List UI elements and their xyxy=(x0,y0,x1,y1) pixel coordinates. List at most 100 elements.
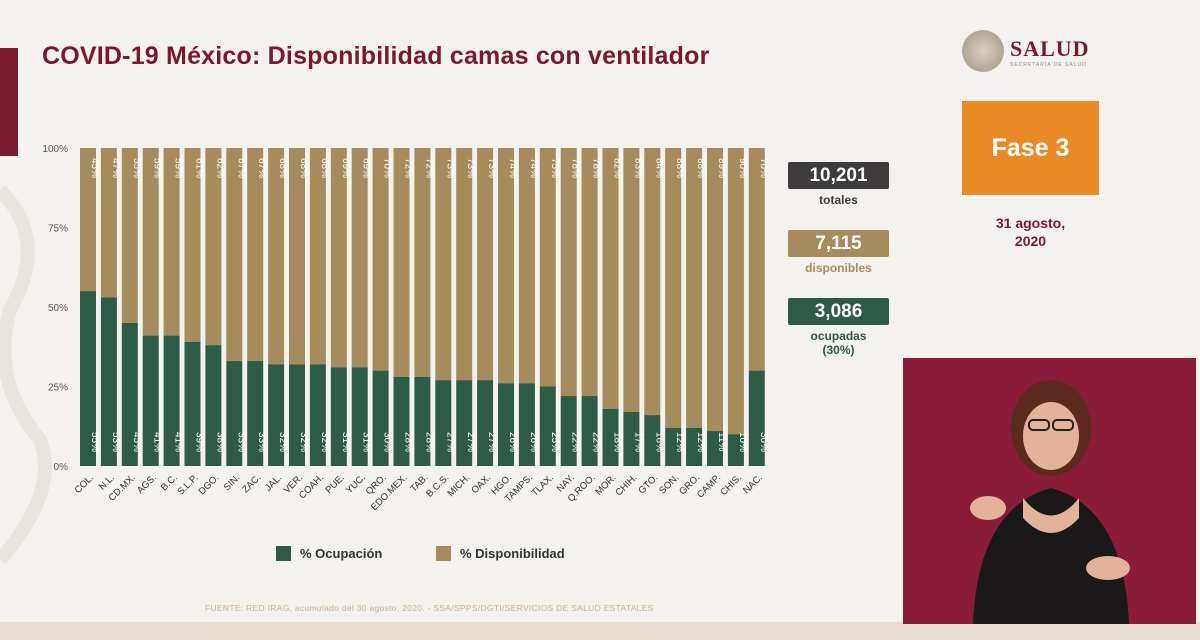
bar-ocupacion xyxy=(247,361,264,466)
background-ornament xyxy=(0,185,52,565)
report-date-line1: 31 agosto, xyxy=(995,215,1066,231)
data-label-ocupacion: 55% xyxy=(89,432,100,452)
bar-ocupacion xyxy=(393,376,410,466)
bar-disponibilidad xyxy=(184,148,201,342)
bar-disponibilidad xyxy=(644,148,661,416)
y-tick-label: 50% xyxy=(48,303,68,314)
data-label-ocupacion: 31% xyxy=(361,432,372,452)
data-label-disponibilidad: 47% xyxy=(110,158,121,178)
data-label-ocupacion: 18% xyxy=(612,432,623,452)
x-tick-label: CAMP. xyxy=(695,472,723,500)
data-label-disponibilidad: 89% xyxy=(716,158,727,178)
x-tick-label: ZAC. xyxy=(240,472,263,495)
stat-occupied-value: 3,086 xyxy=(788,298,889,325)
x-tick-label: JAL. xyxy=(263,472,284,493)
bar-disponibilidad xyxy=(727,148,744,435)
data-label-disponibilidad: 73% xyxy=(486,158,497,178)
bar-disponibilidad xyxy=(289,148,305,365)
y-tick-label: 0% xyxy=(54,462,69,473)
data-label-ocupacion: 27% xyxy=(465,432,476,452)
stacked-bar-chart: 0%25%50%75%100%45%55%COL.47%53%N.L.55%45… xyxy=(42,144,769,561)
bar-disponibilidad xyxy=(309,148,326,365)
bar-ocupacion xyxy=(539,386,556,466)
data-label-ocupacion: 30% xyxy=(382,432,393,452)
bar-disponibilidad xyxy=(518,148,535,384)
data-label-ocupacion: 25% xyxy=(549,432,560,452)
data-label-disponibilidad: 67% xyxy=(235,158,246,178)
x-tick-label: MOR. xyxy=(593,472,618,497)
bar-disponibilidad xyxy=(414,148,431,377)
bar-disponibilidad xyxy=(665,148,682,428)
x-tick-label: YUC. xyxy=(344,472,368,496)
stat-occupied: 3,086 ocupadas (30%) xyxy=(788,298,889,357)
bar-disponibilidad xyxy=(205,148,222,346)
bar-disponibilidad xyxy=(330,148,347,368)
bar-ocupacion xyxy=(309,364,326,466)
x-tick-label: GTO. xyxy=(636,472,660,496)
bar-disponibilidad xyxy=(539,148,556,387)
page-title: COVID-19 México: Disponibilidad camas co… xyxy=(42,42,710,70)
y-tick-label: 75% xyxy=(48,224,68,235)
data-label-ocupacion: 39% xyxy=(194,432,205,452)
data-label-ocupacion: 31% xyxy=(340,432,351,452)
bar-ocupacion xyxy=(268,364,285,466)
data-label-ocupacion: 27% xyxy=(444,432,455,452)
bar-disponibilidad xyxy=(247,148,264,362)
data-label-disponibilidad: 70% xyxy=(758,158,769,178)
x-tick-label: S.L.P. xyxy=(175,472,200,497)
data-label-disponibilidad: 68% xyxy=(298,158,309,178)
data-label-ocupacion: 27% xyxy=(486,432,497,452)
data-label-ocupacion: 41% xyxy=(173,432,184,452)
bar-ocupacion xyxy=(121,322,138,466)
stat-available: 7,115 disponibles xyxy=(788,230,889,275)
data-label-disponibilidad: 62% xyxy=(214,158,225,178)
data-label-ocupacion: 30% xyxy=(758,432,769,452)
data-label-ocupacion: 38% xyxy=(214,432,225,452)
stat-occupied-label: ocupadas (30%) xyxy=(788,329,889,357)
bar-disponibilidad xyxy=(393,148,410,377)
data-label-disponibilidad: 74% xyxy=(507,158,518,178)
bar-ocupacion xyxy=(372,370,389,466)
x-tick-label: CHIS. xyxy=(718,472,744,498)
bar-ocupacion xyxy=(686,427,703,466)
bar-ocupacion xyxy=(665,427,682,466)
bar-ocupacion xyxy=(477,380,494,466)
bar-disponibilidad xyxy=(372,148,389,371)
data-label-disponibilidad: 72% xyxy=(423,158,434,178)
data-label-ocupacion: 32% xyxy=(298,432,309,452)
data-label-ocupacion: 10% xyxy=(737,432,748,452)
data-label-disponibilidad: 78% xyxy=(591,158,602,178)
data-label-ocupacion: 26% xyxy=(507,432,518,452)
bar-disponibilidad xyxy=(748,148,765,371)
x-tick-label: PUE. xyxy=(323,472,346,495)
bar-disponibilidad xyxy=(435,148,452,381)
bar-ocupacion xyxy=(414,376,431,466)
data-label-disponibilidad: 59% xyxy=(173,158,184,178)
data-label-disponibilidad: 45% xyxy=(89,158,100,178)
brand-name: SALUD xyxy=(1010,36,1090,61)
x-tick-label: CHIH. xyxy=(613,472,639,498)
bar-disponibilidad xyxy=(581,148,598,397)
x-tick-label: AGS. xyxy=(135,472,159,496)
data-label-disponibilidad: 90% xyxy=(737,158,748,178)
bar-ocupacion xyxy=(184,341,201,466)
x-tick-label: COL. xyxy=(73,472,96,495)
data-label-ocupacion: 53% xyxy=(110,432,121,452)
bar-disponibilidad xyxy=(142,148,159,336)
data-label-disponibilidad: 83% xyxy=(632,158,643,178)
stat-total: 10,201 totales xyxy=(788,162,889,207)
data-label-disponibilidad: 73% xyxy=(465,158,476,178)
data-label-ocupacion: 22% xyxy=(570,432,581,452)
x-tick-label: SON. xyxy=(657,472,681,496)
data-label-disponibilidad: 67% xyxy=(256,158,267,178)
salud-logo: SALUD SECRETARÍA DE SALUD xyxy=(962,30,1112,78)
bar-disponibilidad xyxy=(268,148,285,365)
y-tick-label: 25% xyxy=(48,383,68,394)
bar-ocupacion xyxy=(435,380,452,466)
bar-ocupacion xyxy=(142,335,159,466)
data-label-disponibilidad: 72% xyxy=(403,158,414,178)
bar-disponibilidad xyxy=(477,148,494,381)
stat-available-label: disponibles xyxy=(805,261,872,275)
data-label-ocupacion: 16% xyxy=(653,432,664,452)
data-label-ocupacion: 41% xyxy=(152,432,163,452)
